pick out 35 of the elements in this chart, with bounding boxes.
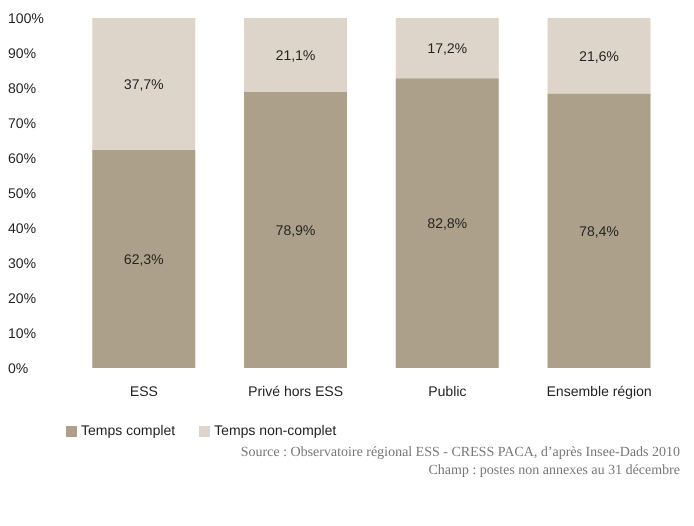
- y-tick-label: 80%: [8, 80, 36, 96]
- y-tick-label: 100%: [8, 10, 44, 26]
- bar: [548, 94, 651, 368]
- y-tick-label: 90%: [8, 44, 36, 61]
- x-tick-label: ESS: [130, 382, 158, 399]
- legend-label: Temps complet: [81, 422, 176, 438]
- x-tick-label: Ensemble région: [546, 382, 652, 399]
- data-label: 21,1%: [276, 46, 316, 63]
- bar: [244, 18, 348, 92]
- source-note: Source : Observatoire régional ESS - CRESS PACA, d’après Insee-Dads 2010: [240, 444, 680, 462]
- y-tick-label: 30%: [8, 254, 36, 271]
- text: Champ : postes non annexes au 31 décembre: [427, 462, 680, 480]
- data-label: 78,4%: [579, 222, 619, 239]
- y-tick-label: 60%: [8, 150, 36, 166]
- bar: [92, 150, 196, 368]
- y-tick-label: 10%: [8, 324, 36, 341]
- y-tick-label: 0%: [8, 360, 28, 376]
- bar: [396, 18, 499, 78]
- data-label: 62,3%: [124, 250, 164, 267]
- data-label: 17,2%: [427, 40, 468, 56]
- data-label: 82,8%: [427, 215, 468, 232]
- legend-label: Temps non-complet: [214, 422, 336, 438]
- y-tick-label: 70%: [8, 114, 36, 131]
- bar: [92, 18, 196, 150]
- data-label: 78,9%: [276, 222, 316, 238]
- bar: [396, 78, 499, 368]
- bar: [548, 18, 651, 94]
- y-tick-label: 20%: [8, 290, 36, 306]
- x-tick-label: Privé hors ESS: [248, 382, 344, 399]
- y-tick-label: 50%: [8, 184, 36, 201]
- data-label: 21,6%: [579, 48, 619, 64]
- bar: [244, 92, 348, 368]
- y-tick-label: 40%: [8, 220, 36, 236]
- data-label: 37,7%: [124, 76, 164, 92]
- x-tick-label: Public: [428, 382, 466, 399]
